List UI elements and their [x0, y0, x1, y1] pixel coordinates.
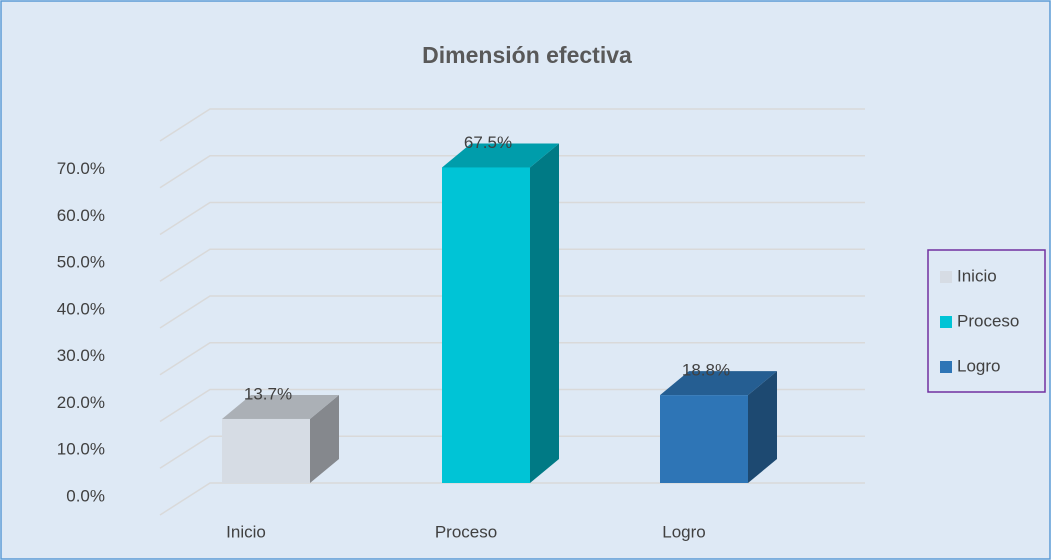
- bar-side: [530, 143, 559, 483]
- chart-title: Dimensión efectiva: [422, 42, 632, 68]
- value-label: 18.8%: [682, 361, 730, 380]
- bar: [442, 167, 530, 483]
- bar-top: [222, 394, 339, 419]
- y-tick-label: 20.0%: [57, 393, 105, 412]
- y-tick-label: 70.0%: [57, 159, 105, 178]
- legend-swatch: [940, 361, 952, 373]
- y-tick-label: 10.0%: [57, 440, 105, 459]
- x-tick-label: Inicio: [226, 522, 266, 541]
- bar-side: [748, 371, 777, 483]
- x-tick-label: Proceso: [435, 522, 497, 541]
- y-tick-label: 60.0%: [57, 206, 105, 225]
- y-tick-label: 40.0%: [57, 299, 105, 318]
- bar: [222, 418, 310, 483]
- legend-swatch: [940, 316, 952, 328]
- grid-line: [159, 482, 865, 516]
- grid-line: [159, 388, 865, 423]
- bar-top: [660, 371, 777, 396]
- y-tick-label: 0.0%: [66, 486, 105, 505]
- legend-label: Logro: [957, 356, 1000, 375]
- bar: [660, 395, 748, 483]
- y-tick-label: 30.0%: [57, 346, 105, 365]
- bar-top: [442, 143, 559, 168]
- wall-edge: [159, 108, 865, 142]
- grid-line: [159, 155, 865, 189]
- value-label: 67.5%: [464, 133, 512, 152]
- value-label: 13.7%: [244, 384, 292, 403]
- y-tick-label: 50.0%: [57, 253, 105, 272]
- grid-line: [159, 201, 865, 236]
- grid-line: [159, 248, 865, 282]
- grid-line: [159, 342, 865, 376]
- legend-label: Proceso: [957, 311, 1019, 330]
- grid-line: [159, 295, 865, 329]
- bar-side: [310, 394, 339, 483]
- legend-label: Inicio: [957, 266, 997, 285]
- legend-swatch: [940, 271, 952, 283]
- x-tick-label: Logro: [662, 522, 705, 541]
- grid-line: [159, 435, 865, 469]
